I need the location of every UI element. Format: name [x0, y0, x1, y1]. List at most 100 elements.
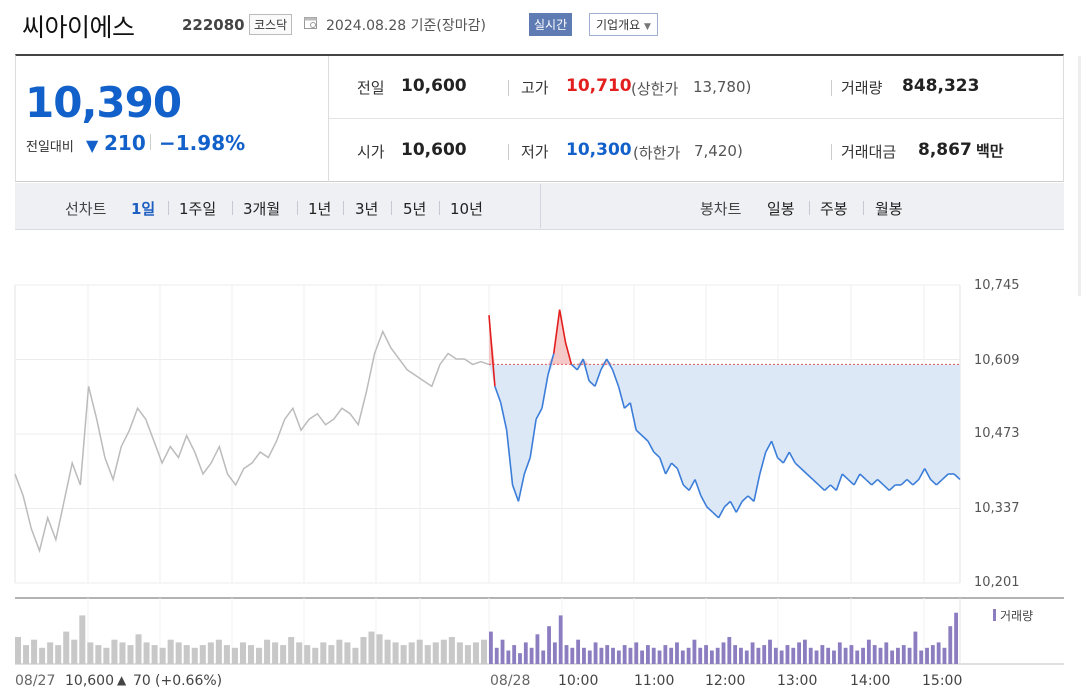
x-tick-label: 11:00	[634, 673, 675, 689]
upper-limit-label: (상한가	[631, 80, 679, 98]
x-tick-label: 15:00	[922, 673, 963, 689]
volume-bar	[657, 650, 662, 664]
volume-bar	[159, 647, 166, 664]
volume-bar	[63, 631, 70, 664]
volume-legend-swatch	[993, 609, 996, 621]
volume-bar	[622, 645, 627, 664]
volume-bar	[456, 642, 463, 664]
volume-bar	[523, 642, 528, 664]
volume-bar	[739, 647, 743, 664]
today-line-segment	[900, 478, 908, 486]
today-line-segment	[611, 369, 620, 387]
volume-bar	[256, 647, 263, 664]
divider	[831, 80, 832, 96]
volume-bar	[558, 615, 563, 664]
today-line-segment	[706, 506, 714, 513]
volume-bar	[87, 642, 94, 664]
volume-bar	[15, 637, 22, 664]
today-line-segment	[600, 358, 608, 371]
volume-bar	[634, 642, 639, 664]
period-tab-1w[interactable]: 1주일	[179, 200, 217, 218]
volume-bar	[837, 642, 842, 664]
today-line-segment	[658, 457, 667, 475]
today-line-segment	[594, 369, 602, 387]
volume-bar	[47, 642, 54, 664]
period-tab-10y[interactable]: 10년	[450, 200, 483, 218]
x-label-today-date: 08/28	[490, 673, 531, 689]
above-base-fill	[489, 309, 960, 365]
volume-bar	[408, 642, 415, 664]
volume-bar	[135, 634, 142, 664]
candle-daily[interactable]: 일봉	[767, 200, 795, 218]
today-line-segment	[824, 484, 832, 492]
today-line-segment	[552, 309, 561, 354]
volume-bar	[440, 639, 447, 664]
open-value: 10,600	[401, 140, 467, 160]
today-line-segment	[747, 495, 755, 502]
volume-bar	[640, 650, 644, 664]
company-info-button[interactable]: 기업개요 ▼	[589, 13, 658, 36]
volume-bar	[111, 639, 118, 664]
stock-code: 222080	[182, 16, 245, 34]
down-arrow-icon: ▼	[86, 136, 99, 155]
amount-value: 8,867	[918, 140, 972, 160]
prev-day-price: 10,600	[65, 673, 114, 689]
y-tick-label: 10,745	[974, 278, 1020, 293]
volume-bar	[529, 647, 534, 664]
divider	[508, 144, 509, 160]
volume-bar	[651, 647, 656, 664]
volume-bar	[95, 645, 102, 664]
today-line-segment	[877, 478, 885, 486]
volume-bar	[500, 639, 505, 664]
today-line-segment	[770, 440, 779, 458]
volume-bar	[31, 639, 38, 664]
volume-bar	[344, 642, 351, 664]
candle-monthly[interactable]: 월봉	[875, 200, 903, 218]
volume-bar	[919, 650, 924, 664]
today-line-segment	[806, 473, 814, 481]
divider	[232, 201, 233, 215]
y-tick-label: 10,201	[974, 575, 1020, 590]
volume-bar	[611, 647, 615, 664]
volume-bar	[472, 642, 479, 664]
volume-bar	[814, 650, 819, 664]
period-tab-1y[interactable]: 1년	[308, 200, 332, 218]
today-line-segment	[812, 478, 820, 486]
realtime-button[interactable]: 실시간	[529, 13, 573, 36]
up-arrow-icon: ▲	[117, 673, 127, 687]
chevron-down-icon: ▼	[644, 22, 651, 32]
volume-bar	[231, 647, 238, 664]
volume-bar	[489, 631, 493, 664]
volume-bar	[820, 645, 825, 664]
divider	[329, 118, 1063, 119]
period-tab-5y[interactable]: 5년	[403, 200, 427, 218]
volume-bar	[239, 642, 246, 664]
volume-bar	[669, 647, 674, 664]
today-line-segment	[488, 315, 496, 387]
volume-bar	[352, 647, 359, 664]
side-panel-edge	[1078, 56, 1081, 296]
today-line-segment	[729, 500, 737, 513]
volume-bar	[866, 639, 871, 664]
period-tab-3y[interactable]: 3년	[355, 200, 379, 218]
prev-day-change: 70	[133, 673, 151, 689]
volume-bar	[901, 645, 906, 664]
amount-label: 거래대금	[841, 143, 897, 161]
today-line-segment	[759, 451, 767, 475]
today-line-segment	[882, 484, 890, 492]
period-tab-3m[interactable]: 3개월	[243, 200, 281, 218]
candle-chart-label: 봉차트	[700, 200, 742, 218]
change-percent: −1.98%	[159, 131, 246, 155]
today-line-segment	[558, 309, 567, 343]
divider	[297, 201, 298, 215]
x-tick-label: 12:00	[705, 673, 746, 689]
volume-bar	[312, 647, 319, 664]
volume-bar	[721, 642, 726, 664]
prev-close-value: 10,600	[401, 76, 467, 96]
period-tab-1d[interactable]: 1일	[131, 200, 156, 218]
volume-bar	[547, 626, 551, 664]
candle-weekly[interactable]: 주봉	[820, 200, 848, 218]
prev-day-pct: (+0.66%)	[155, 673, 223, 689]
open-label: 시가	[357, 143, 385, 161]
